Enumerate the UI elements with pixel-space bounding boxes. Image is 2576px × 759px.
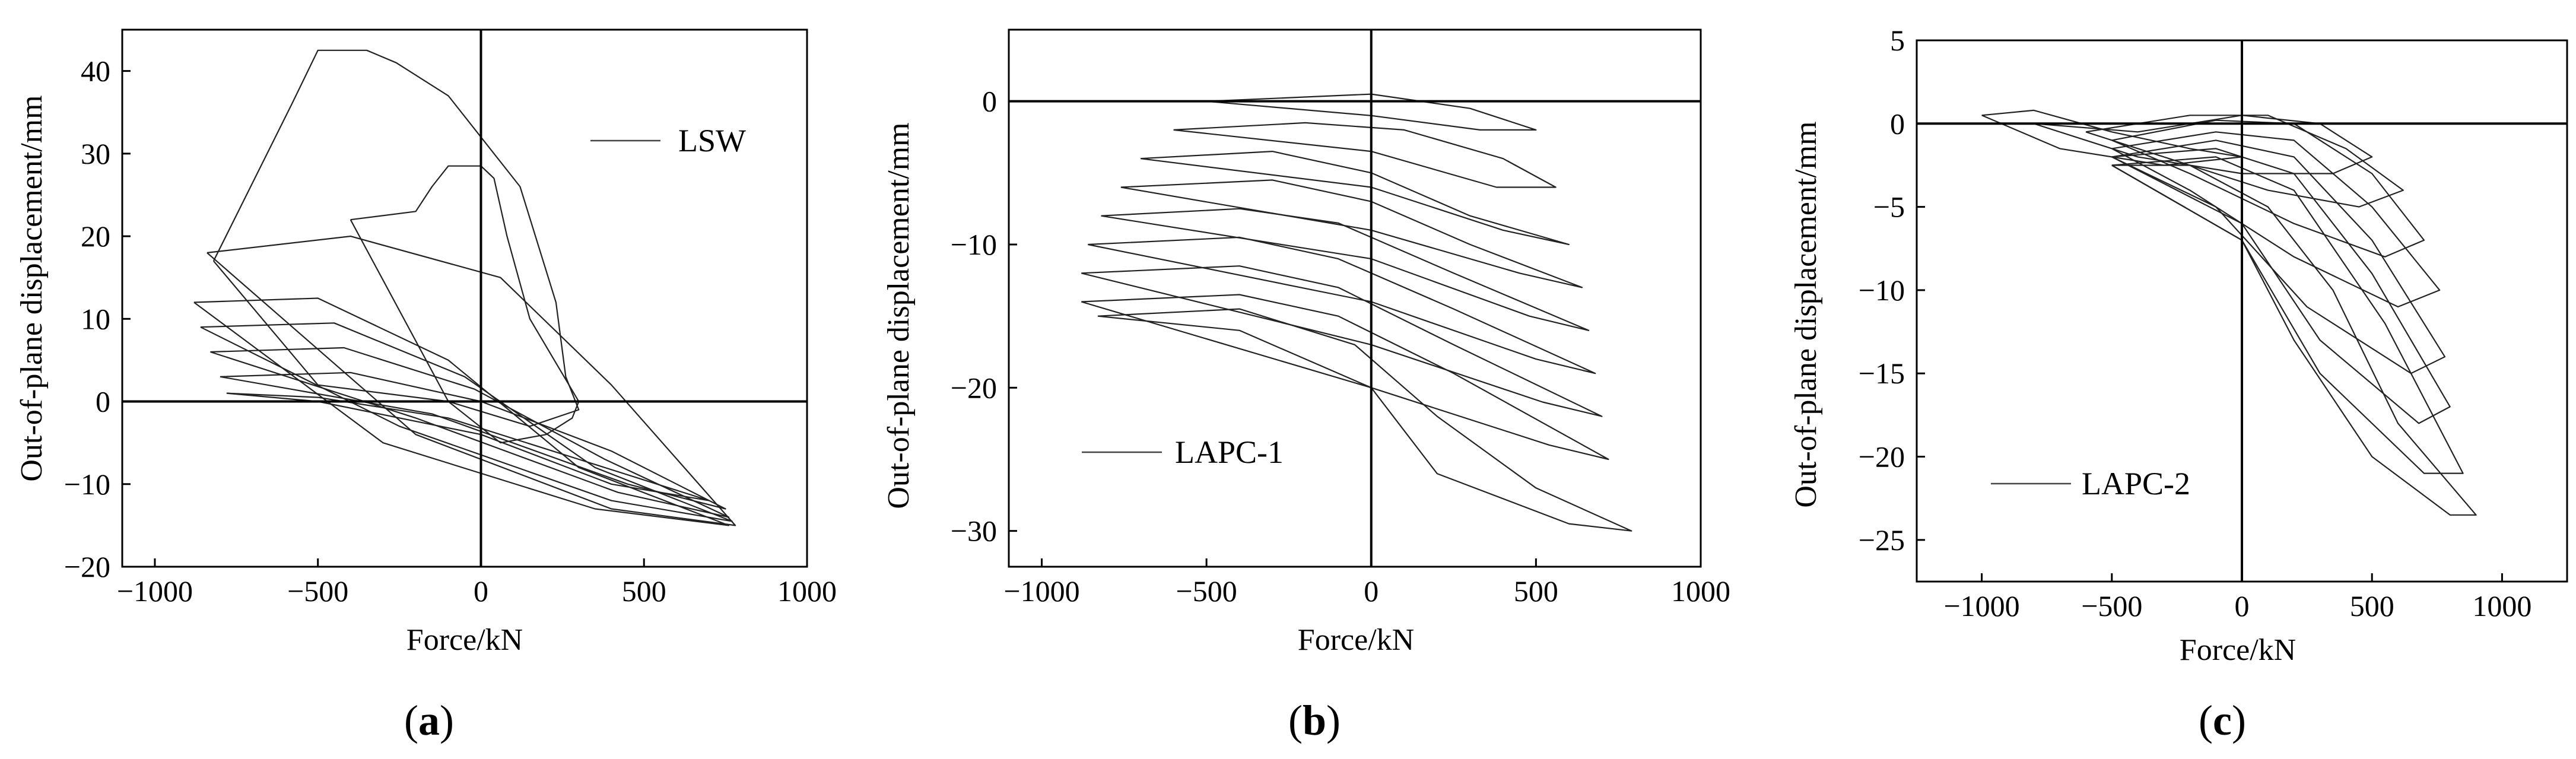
panel-b: −1000 −500 0 500 1000 −30 −20 −10 0 LAPC-1 Force/… bbox=[882, 28, 1730, 744]
panel-c-ytick-label: 0 bbox=[1890, 107, 1905, 140]
panel-a-caption-letter: a bbox=[418, 697, 440, 744]
panel-a-series-1-loop-4 bbox=[210, 347, 730, 518]
panel-a-xtick-label: −500 bbox=[287, 574, 348, 608]
panel-a-caption-close: ) bbox=[440, 697, 454, 744]
panel-a-ytick-label: 10 bbox=[81, 302, 110, 335]
panel-b-series-1-loop-4 bbox=[1120, 179, 1583, 288]
panel-c-series-1-loop-1 bbox=[1981, 109, 2243, 166]
panel-c-ytick-label: 5 bbox=[1890, 24, 1905, 57]
panel-b-caption: (b) bbox=[1288, 697, 1341, 744]
panel-a-ylabel: Out-of-plane displacement/mm bbox=[15, 95, 49, 481]
panel-a-ytick-label: 40 bbox=[81, 55, 110, 88]
panel-c-ytick-label: −5 bbox=[1873, 190, 1905, 224]
panel-c-xlabel: Force/kN bbox=[2180, 633, 2296, 667]
panel-b-xtick-label: −1000 bbox=[1003, 574, 1079, 608]
panel-b-ytick-label: −10 bbox=[951, 228, 997, 261]
panel-c: −1000 −500 0 500 1000−25−20−15−10−505LAPC-2 … bbox=[1789, 24, 2568, 744]
panel-a-xtick-label: 1000 bbox=[777, 574, 837, 608]
panel-c-caption: (c) bbox=[2199, 697, 2246, 744]
panel-c-ytick-label: −20 bbox=[1859, 440, 1905, 474]
panel-c-series-1-loop-3 bbox=[2085, 115, 2404, 208]
panel-a-xlabel: Force/kN bbox=[406, 623, 523, 657]
panel-a-ytick-label: 20 bbox=[81, 220, 110, 253]
panel-a-legend-label: LSW bbox=[678, 123, 746, 158]
panel-a-series-1-loop-6 bbox=[226, 392, 710, 501]
panel-a-curves bbox=[193, 49, 736, 526]
panel-c-series-1-loop-5 bbox=[2111, 131, 2441, 308]
panel-c-ylabel: Out-of-plane displacement/mm bbox=[1789, 121, 1823, 507]
panel-a-series-1-loop-5 bbox=[220, 371, 726, 510]
panel-c-curves bbox=[1981, 109, 2477, 516]
panel-a-series-1-loop-7 bbox=[212, 49, 580, 427]
panel-b-xtick-label: 0 bbox=[1364, 574, 1378, 608]
panel-a-series-1-loop-3 bbox=[200, 322, 733, 522]
panel-b-xlabel: Force/kN bbox=[1298, 623, 1414, 657]
panel-c-xtick-label: 0 bbox=[2235, 589, 2250, 623]
panel-c-caption-close: ) bbox=[2232, 697, 2246, 744]
panel-b-xtick-label: 500 bbox=[1514, 574, 1558, 608]
panel-b-legend-label: LAPC-1 bbox=[1175, 434, 1284, 470]
panel-b-series-1-loop-3 bbox=[1140, 151, 1570, 246]
panel-b-ytick-label: 0 bbox=[982, 85, 997, 118]
panel-b-series-1-loop-2 bbox=[1173, 122, 1557, 188]
panel-c-ytick-label: −25 bbox=[1859, 523, 1905, 557]
panel-b-frame bbox=[1008, 28, 1702, 568]
panel-a-series-1-loop-2 bbox=[193, 297, 730, 526]
panel-c-ytick-label: −15 bbox=[1859, 357, 1905, 390]
panel-c-series-1-loop-8 bbox=[2111, 156, 2464, 474]
panel-c-series-1-loop-2 bbox=[2033, 115, 2373, 174]
panel-a-caption: (a) bbox=[404, 697, 454, 744]
panel-a-plot: −1000 −500 0 500 1000 −20 −10 0 10 20 30 40 LSW bbox=[64, 28, 837, 608]
panel-b-plot: −1000 −500 0 500 1000 −30 −20 −10 0 LAPC-1 bbox=[951, 28, 1730, 608]
panel-c-legend-label: LAPC-2 bbox=[2082, 466, 2190, 501]
panel-b-caption-close: ) bbox=[1326, 697, 1341, 744]
panel-c-series-1-loop-7 bbox=[2111, 148, 2451, 424]
panel-c-xtick-label: −500 bbox=[2081, 589, 2142, 623]
panel-a-frame bbox=[121, 28, 808, 568]
panel-b-xtick-label: −500 bbox=[1176, 574, 1237, 608]
panel-b-ylabel: Out-of-plane displacement/mm bbox=[882, 122, 916, 509]
panel-b-ytick-label: −30 bbox=[951, 515, 997, 548]
panel-c-plot: −1000 −500 0 500 1000 −25 −20 −15 −10 −5 0 5 LAPC-2 bbox=[1859, 24, 2568, 623]
panel-c-xtick-label: −1000 bbox=[1943, 589, 2019, 623]
panel-a-ytick-label: −20 bbox=[64, 550, 110, 583]
panel-b-series-1-loop-6 bbox=[1088, 236, 1596, 374]
panel-c-xtick-label: 1000 bbox=[2472, 589, 2531, 623]
panel-a-xtick-label: −1000 bbox=[117, 574, 193, 608]
panel-a-caption-open: ( bbox=[404, 697, 418, 744]
panel-b-ytick-label: −20 bbox=[951, 371, 997, 404]
panel-a-series-1-loop-8 bbox=[350, 165, 580, 444]
panel-a-xtick-label: 500 bbox=[622, 574, 666, 608]
panel-b-series-1-loop-7 bbox=[1081, 265, 1603, 417]
panel-c-caption-open: ( bbox=[2199, 697, 2213, 744]
panel-a-ytick-label: −10 bbox=[64, 468, 110, 501]
panel-c-ytick-label: −10 bbox=[1859, 274, 1905, 307]
panel-a-ytick-label: 0 bbox=[96, 385, 110, 418]
panel-b-series-1-loop-5 bbox=[1101, 208, 1590, 331]
panel-b-xtick-label: 1000 bbox=[1671, 574, 1730, 608]
panel-b-series-1-loop-8 bbox=[1081, 294, 1609, 461]
panel-b-curves bbox=[1081, 93, 1632, 532]
panel-a: −1000 −500 0 500 1000 −20 −10 0 10 20 30 40 LSW Forc… bbox=[15, 28, 837, 744]
panel-b-series-1-loop-9 bbox=[1097, 308, 1632, 532]
panel-c-xtick-label: 500 bbox=[2350, 589, 2394, 623]
panel-a-ytick-label: 30 bbox=[81, 137, 110, 170]
panel-a-series-1-loop-1 bbox=[207, 236, 736, 526]
panel-b-caption-open: ( bbox=[1288, 697, 1303, 744]
panel-c-series-1-loop-9 bbox=[2111, 164, 2477, 516]
panel-a-xtick-label: 0 bbox=[474, 574, 488, 608]
panel-c-caption-letter: c bbox=[2213, 697, 2232, 744]
panel-b-caption-letter: b bbox=[1303, 697, 1326, 744]
